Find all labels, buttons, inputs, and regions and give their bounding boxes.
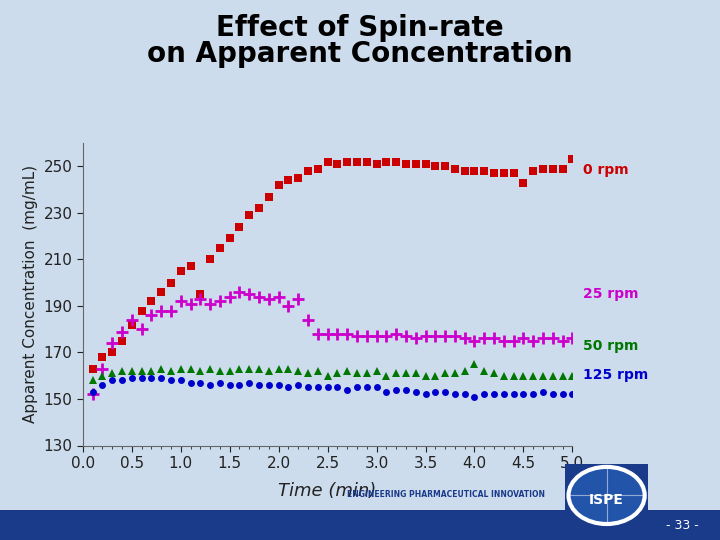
Y-axis label: Apparent Concentration  (mg/mL): Apparent Concentration (mg/mL) xyxy=(23,165,38,423)
Text: ENGINEERING PHARMACEUTICAL INNOVATION: ENGINEERING PHARMACEUTICAL INNOVATION xyxy=(347,490,546,498)
Text: 50 rpm: 50 rpm xyxy=(583,339,639,353)
Text: on Apparent Concentration: on Apparent Concentration xyxy=(147,40,573,69)
X-axis label: Time (min): Time (min) xyxy=(279,482,377,500)
Text: 25 rpm: 25 rpm xyxy=(583,287,639,301)
Text: Effect of Spin-rate: Effect of Spin-rate xyxy=(216,14,504,42)
Text: 125 rpm: 125 rpm xyxy=(583,368,649,382)
Text: ISPE: ISPE xyxy=(589,494,624,508)
Text: 0 rpm: 0 rpm xyxy=(583,163,629,177)
Circle shape xyxy=(569,467,644,524)
Text: - 33 -: - 33 - xyxy=(666,518,698,532)
